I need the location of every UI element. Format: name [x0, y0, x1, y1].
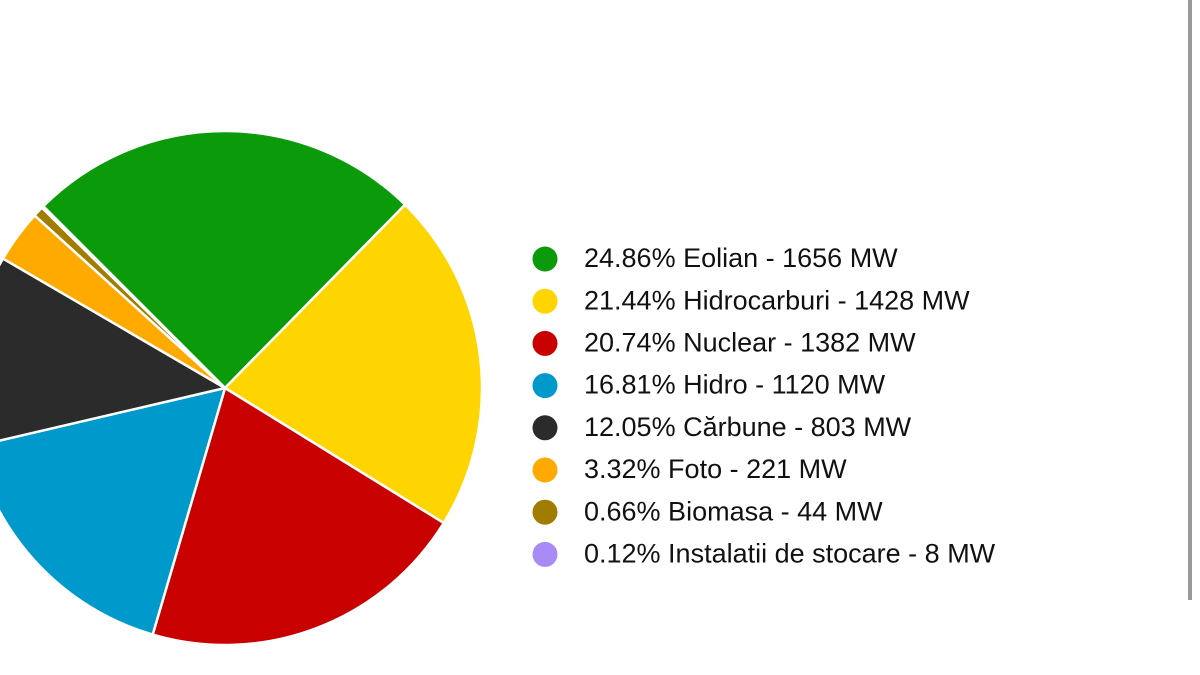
legend-marker: [532, 288, 558, 314]
pie-slice: [0, 386, 227, 637]
legend-marker: [532, 415, 558, 441]
legend-label: 16.81% Hidro - 1120 MW: [584, 370, 886, 400]
pie-slice: [151, 386, 446, 647]
legend-label: 12.05% Cărbune - 803 MW: [584, 412, 912, 442]
pie-slice: [40, 204, 226, 389]
legend-marker: [532, 373, 558, 399]
legend-marker: [532, 457, 558, 483]
legend-label: 24.86% Eolian - 1656 MW: [584, 243, 898, 273]
pie-slice: [41, 129, 407, 390]
legend-marker: [532, 499, 558, 525]
legend-marker: [532, 330, 558, 356]
legend-marker: [532, 246, 558, 272]
legend-label: 20.74% Nuclear - 1382 MW: [584, 328, 916, 358]
scrollbar: [1188, 0, 1192, 600]
legend-label: 21.44% Hidrocarburi - 1428 MW: [584, 285, 970, 315]
legend-label: 0.12% Instalatii de stocare - 8 MW: [584, 539, 996, 569]
legend-label: 0.66% Biomasa - 44 MW: [584, 496, 883, 526]
legend-label: 3.32% Foto - 221 MW: [584, 454, 847, 484]
pie-slice: [0, 256, 229, 442]
pie-slice: [223, 202, 484, 525]
legend-marker: [532, 541, 558, 567]
